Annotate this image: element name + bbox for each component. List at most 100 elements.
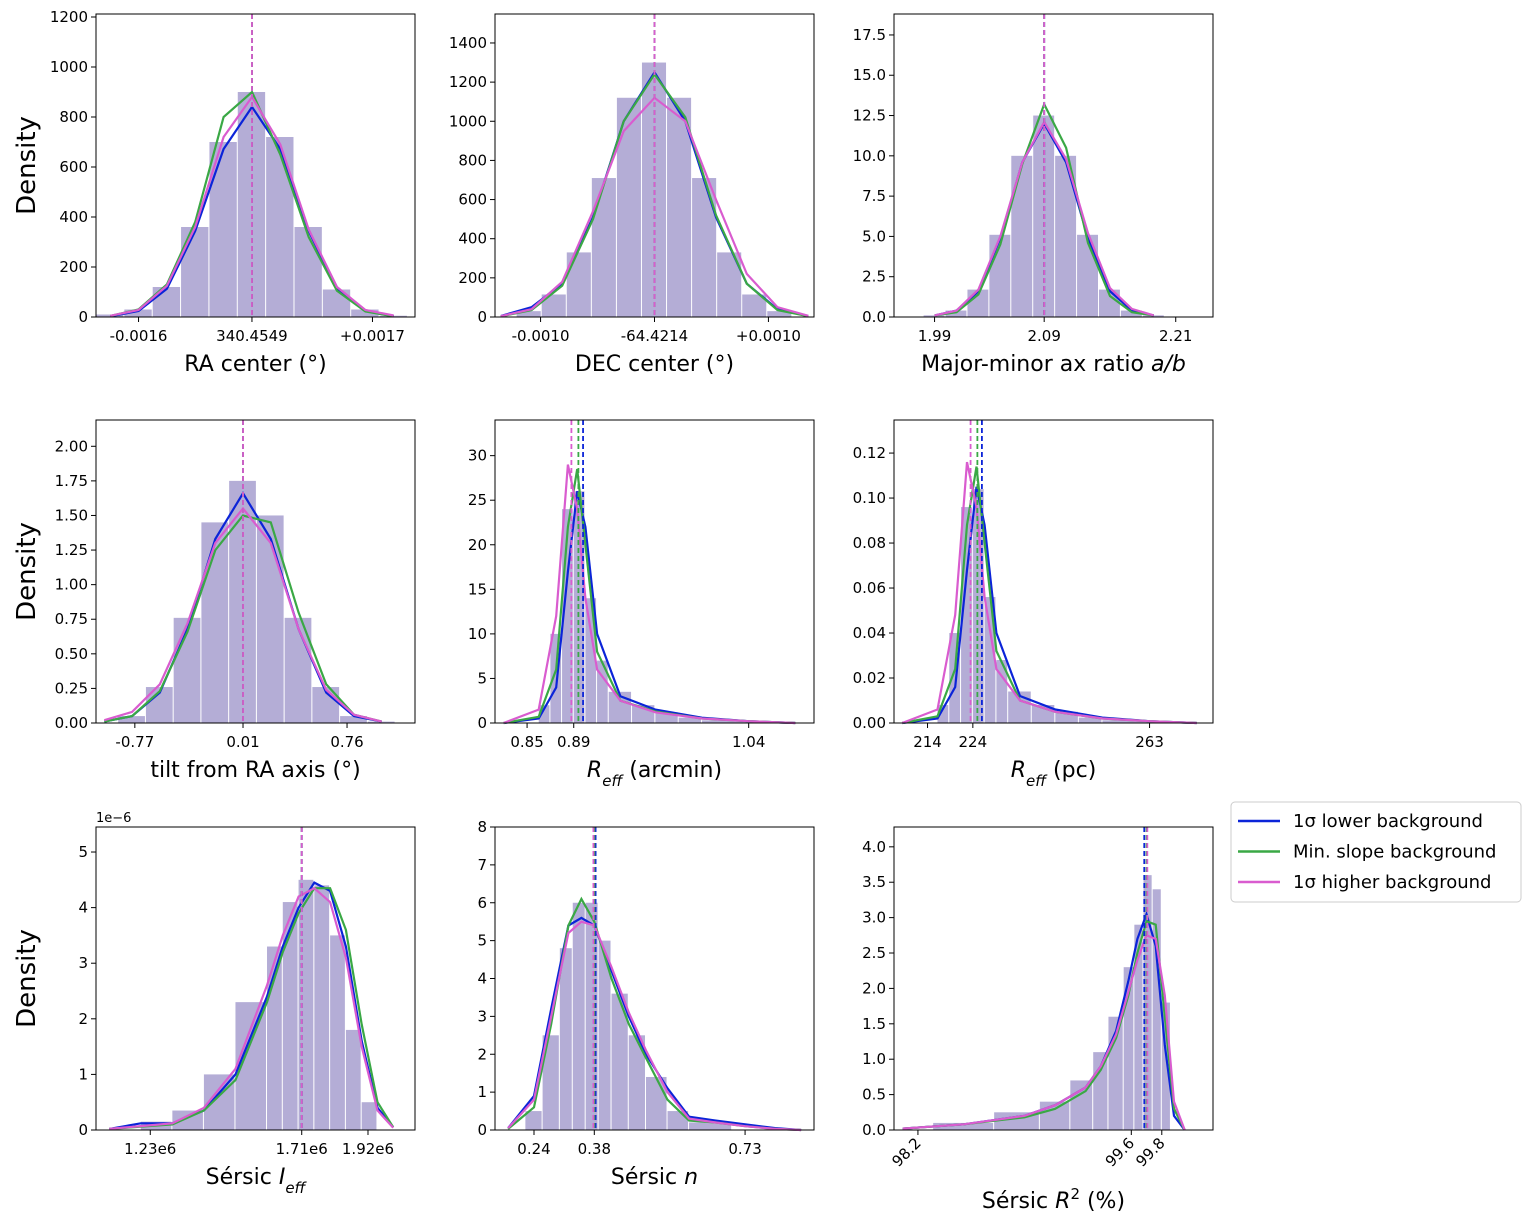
y-tick-label: 3 — [477, 1007, 487, 1025]
y-tick-label: 12.5 — [853, 107, 886, 125]
y-tick-label: 1 — [78, 1065, 88, 1083]
y-tick-label: 30 — [468, 447, 487, 465]
x-tick-label: 0.38 — [578, 1140, 611, 1158]
hist-bar — [1102, 720, 1149, 723]
hist-bar — [767, 311, 792, 317]
x-tick-label: 214 — [913, 733, 942, 751]
hist-bar — [516, 311, 541, 317]
y-tick-label: 1.50 — [55, 506, 88, 524]
x-tick-label: 0.01 — [226, 733, 259, 751]
y-tick-label: 2.5 — [862, 268, 886, 286]
hist-bar — [550, 633, 562, 723]
hist-bar — [266, 137, 294, 317]
y-axis-label: Density — [12, 116, 42, 215]
x-axis-label-part: R — [1011, 758, 1026, 783]
y-tick-label: 200 — [59, 258, 88, 276]
hist-bar — [655, 712, 678, 723]
hist-bar — [702, 720, 748, 723]
x-tick-label: 340.4549 — [216, 327, 288, 345]
x-axis-label-part: R — [1055, 1189, 1070, 1214]
y-tick-label: 1400 — [449, 34, 487, 52]
y-tick-label: 0.25 — [55, 679, 88, 697]
kde-line — [902, 486, 1197, 725]
y-tick-label: 10 — [468, 625, 487, 643]
hist-bar — [961, 507, 972, 723]
x-axis-label-part: DEC center (°) — [575, 352, 734, 377]
hist-bar — [616, 97, 641, 317]
x-tick-label: 98.2 — [888, 1134, 924, 1170]
y-offset-label: 1e−6 — [96, 811, 131, 826]
x-tick-label: -0.0010 — [512, 327, 570, 345]
legend-frame — [1230, 801, 1522, 903]
hist-bar — [237, 92, 266, 317]
hist-bar — [256, 515, 284, 723]
y-tick-label: 1200 — [50, 8, 88, 26]
hist-bar — [923, 315, 945, 317]
y-tick-label: 20 — [468, 536, 487, 554]
kde-line — [109, 886, 395, 1130]
hist-bar — [314, 885, 330, 1130]
hist-bar — [591, 178, 616, 317]
x-axis-label: Major-minor ax ratio a/b — [921, 352, 1186, 377]
y-tick-label: 1000 — [50, 58, 88, 76]
y-tick-label: 0.00 — [853, 714, 886, 732]
y-tick-label: 4.0 — [862, 838, 886, 856]
y-tick-label: 0 — [78, 308, 88, 326]
x-axis-label-part: tilt from RA axis (°) — [150, 758, 360, 783]
panel: 1.99 2.09 2.21 0.0 2.5 5.0 7.5 10.0 12.5 15.0 17.5… — [853, 13, 1214, 377]
hist-bar — [1152, 889, 1161, 1130]
kde-line — [109, 887, 395, 1130]
y-tick-label: 6 — [477, 894, 487, 912]
legend: 1σ lower background Min. slope background… — [1230, 801, 1522, 903]
x-axis-label: Reff (pc) — [1011, 758, 1097, 790]
axes-frame — [95, 419, 416, 724]
y-tick-label: 0.0 — [862, 308, 886, 326]
panel: 1.23e6 1.71e6 1.92e6 0 1 2 3 4 5 1e−6 Sérsic Ieff D… — [12, 811, 416, 1197]
x-tick-label: 224 — [959, 733, 988, 751]
hist-bar — [351, 309, 379, 317]
y-tick-label: 800 — [59, 108, 88, 126]
hist-bar — [541, 294, 566, 317]
x-axis-label-part: Sérsic — [611, 1165, 684, 1190]
y-tick-label: 0.50 — [55, 645, 88, 663]
y-tick-label: 0.12 — [853, 444, 886, 462]
x-tick-label: 99.8 — [1132, 1134, 1168, 1170]
y-tick-label: 200 — [458, 269, 487, 287]
y-tick-label: 0.0 — [862, 1121, 886, 1139]
x-tick-label: 0.73 — [728, 1140, 761, 1158]
hist-bar — [689, 1122, 732, 1130]
y-tick-label: 0 — [78, 1121, 88, 1139]
y-tick-label: 2 — [78, 1010, 88, 1028]
y-tick-label: 1.25 — [55, 541, 88, 559]
hist-bar — [525, 1111, 542, 1130]
legend-label: 1σ higher background — [1293, 872, 1491, 893]
y-tick-label: 0.10 — [853, 489, 886, 507]
hist-bar — [945, 310, 967, 317]
hist-bar — [598, 940, 611, 1130]
y-tick-label: 5 — [477, 669, 487, 687]
y-tick-label: 5 — [477, 932, 487, 950]
x-tick-label: 1.99 — [918, 327, 951, 345]
hist-bar — [585, 598, 597, 723]
x-tick-label: 2.09 — [1027, 327, 1060, 345]
hist-bar — [298, 879, 314, 1130]
y-tick-label: 1.75 — [55, 472, 88, 490]
y-tick-label: 25 — [468, 491, 487, 509]
kde-line — [503, 491, 796, 725]
x-tick-label: -64.4214 — [621, 327, 688, 345]
x-tick-label: 1.92e6 — [342, 1140, 394, 1158]
hist-bar — [597, 660, 608, 723]
y-tick-label: 4 — [477, 970, 487, 988]
y-tick-label: 1.5 — [862, 1015, 886, 1033]
x-tick-label: 2.21 — [1159, 327, 1192, 345]
y-tick-label: 5.0 — [862, 227, 886, 245]
hist-bar — [1093, 1052, 1108, 1130]
hist-bar — [1161, 1002, 1170, 1130]
y-tick-label: 1000 — [449, 112, 487, 130]
hist-bar — [984, 597, 996, 723]
hist-bar — [996, 660, 1008, 723]
hist-bar — [562, 509, 573, 723]
hist-bar — [294, 227, 322, 317]
axes-frame — [95, 13, 416, 318]
